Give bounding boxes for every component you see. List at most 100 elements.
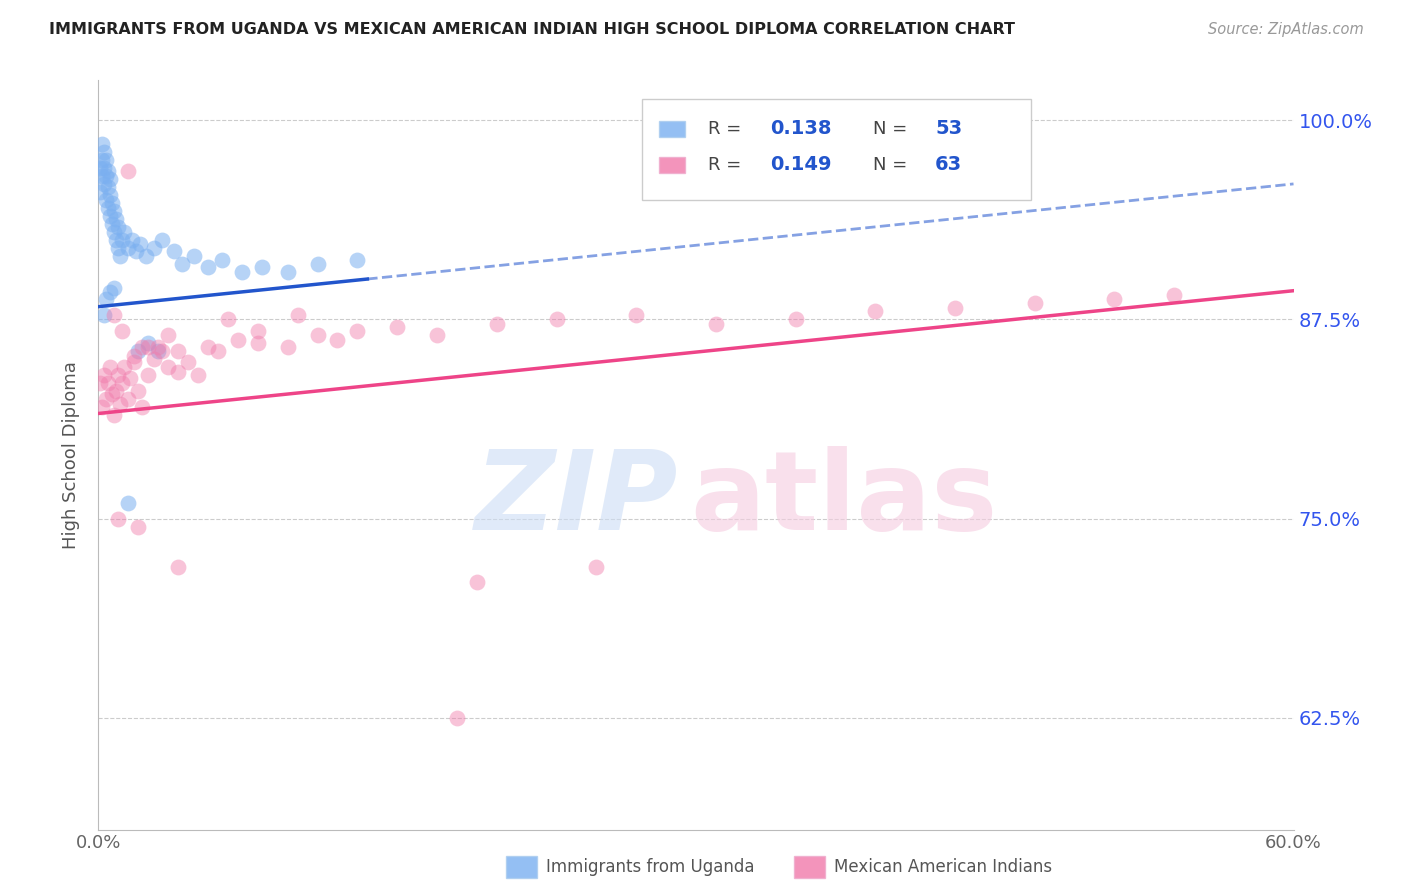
Point (163, 244, 186, 258)
Point (127, 519, 149, 533)
Point (91, 400, 114, 414)
Point (111, 324, 134, 338)
Point (93, 145, 115, 159)
Point (101, 196, 124, 211)
Point (385, 320, 409, 334)
Point (103, 308, 125, 322)
Point (117, 496, 139, 510)
Point (250, 260, 273, 274)
Point (785, 312, 807, 326)
Point (111, 233, 134, 247)
Point (211, 253, 233, 268)
Point (117, 164, 139, 178)
Point (89, 161, 111, 175)
Point (1024, 296, 1046, 310)
Point (112, 225, 135, 239)
Point (101, 217, 124, 231)
Point (96, 392, 118, 406)
Point (107, 511, 129, 525)
Point (585, 559, 607, 574)
Point (96, 169, 118, 183)
Point (93, 308, 115, 322)
Point (103, 280, 125, 294)
Point (103, 204, 125, 219)
Point (136, 336, 159, 351)
Point (121, 233, 143, 247)
Point (157, 328, 180, 343)
Text: R =: R = (709, 120, 747, 138)
Point (157, 360, 180, 375)
Point (98, 360, 122, 375)
Point (97, 164, 120, 178)
Point (626, 308, 648, 322)
Point (93, 177, 115, 191)
Point (103, 225, 125, 239)
Point (127, 384, 149, 399)
Point (107, 219, 129, 234)
Text: atlas: atlas (690, 446, 997, 553)
Point (217, 312, 239, 326)
Point (197, 260, 219, 274)
Text: N =: N = (873, 120, 912, 138)
Point (426, 328, 449, 343)
Point (197, 339, 219, 353)
Y-axis label: High School Diploma: High School Diploma (62, 361, 80, 549)
Text: 63: 63 (935, 155, 962, 175)
Point (143, 352, 166, 367)
Text: Immigrants from Uganda: Immigrants from Uganda (546, 858, 754, 876)
Point (172, 257, 194, 271)
Point (98, 188, 122, 202)
Point (207, 344, 229, 359)
Point (187, 368, 209, 383)
Point (131, 339, 153, 353)
Point (107, 368, 129, 383)
Point (177, 355, 200, 369)
Point (96, 153, 118, 167)
Text: 53: 53 (935, 120, 962, 138)
Point (226, 333, 249, 347)
Point (148, 339, 170, 353)
Point (89, 185, 111, 199)
Point (246, 336, 269, 351)
Point (231, 264, 253, 278)
Point (111, 376, 134, 391)
Point (112, 360, 135, 375)
Point (98, 172, 122, 186)
Point (465, 575, 488, 590)
Point (101, 387, 124, 401)
Point (96, 292, 118, 306)
Point (131, 400, 153, 414)
Point (127, 344, 149, 359)
Point (97, 180, 120, 194)
Text: Mexican American Indians: Mexican American Indians (834, 858, 1052, 876)
Text: 0.149: 0.149 (770, 155, 831, 175)
Point (91, 153, 114, 167)
Point (124, 349, 146, 363)
Point (346, 324, 368, 338)
Text: Source: ZipAtlas.com: Source: ZipAtlas.com (1208, 22, 1364, 37)
Point (91, 169, 114, 183)
Text: 0.138: 0.138 (770, 120, 831, 138)
Point (135, 249, 157, 263)
Point (124, 355, 146, 369)
Point (136, 368, 159, 383)
Point (110, 249, 132, 263)
Point (93, 368, 115, 383)
Point (98, 209, 122, 223)
Point (98, 285, 122, 300)
Point (307, 257, 329, 271)
Point (183, 249, 205, 263)
Point (97, 376, 120, 391)
Point (1163, 288, 1185, 302)
Text: IMMIGRANTS FROM UGANDA VS MEXICAN AMERICAN INDIAN HIGH SCHOOL DIPLOMA CORRELATIO: IMMIGRANTS FROM UGANDA VS MEXICAN AMERIC… (49, 22, 1015, 37)
Point (89, 376, 111, 391)
Point (129, 237, 152, 252)
Point (105, 233, 128, 247)
Bar (659, 120, 685, 137)
Point (91, 136, 114, 151)
Point (346, 253, 368, 268)
Point (167, 365, 190, 379)
Point (277, 339, 299, 353)
Point (103, 408, 125, 422)
Point (277, 264, 299, 278)
